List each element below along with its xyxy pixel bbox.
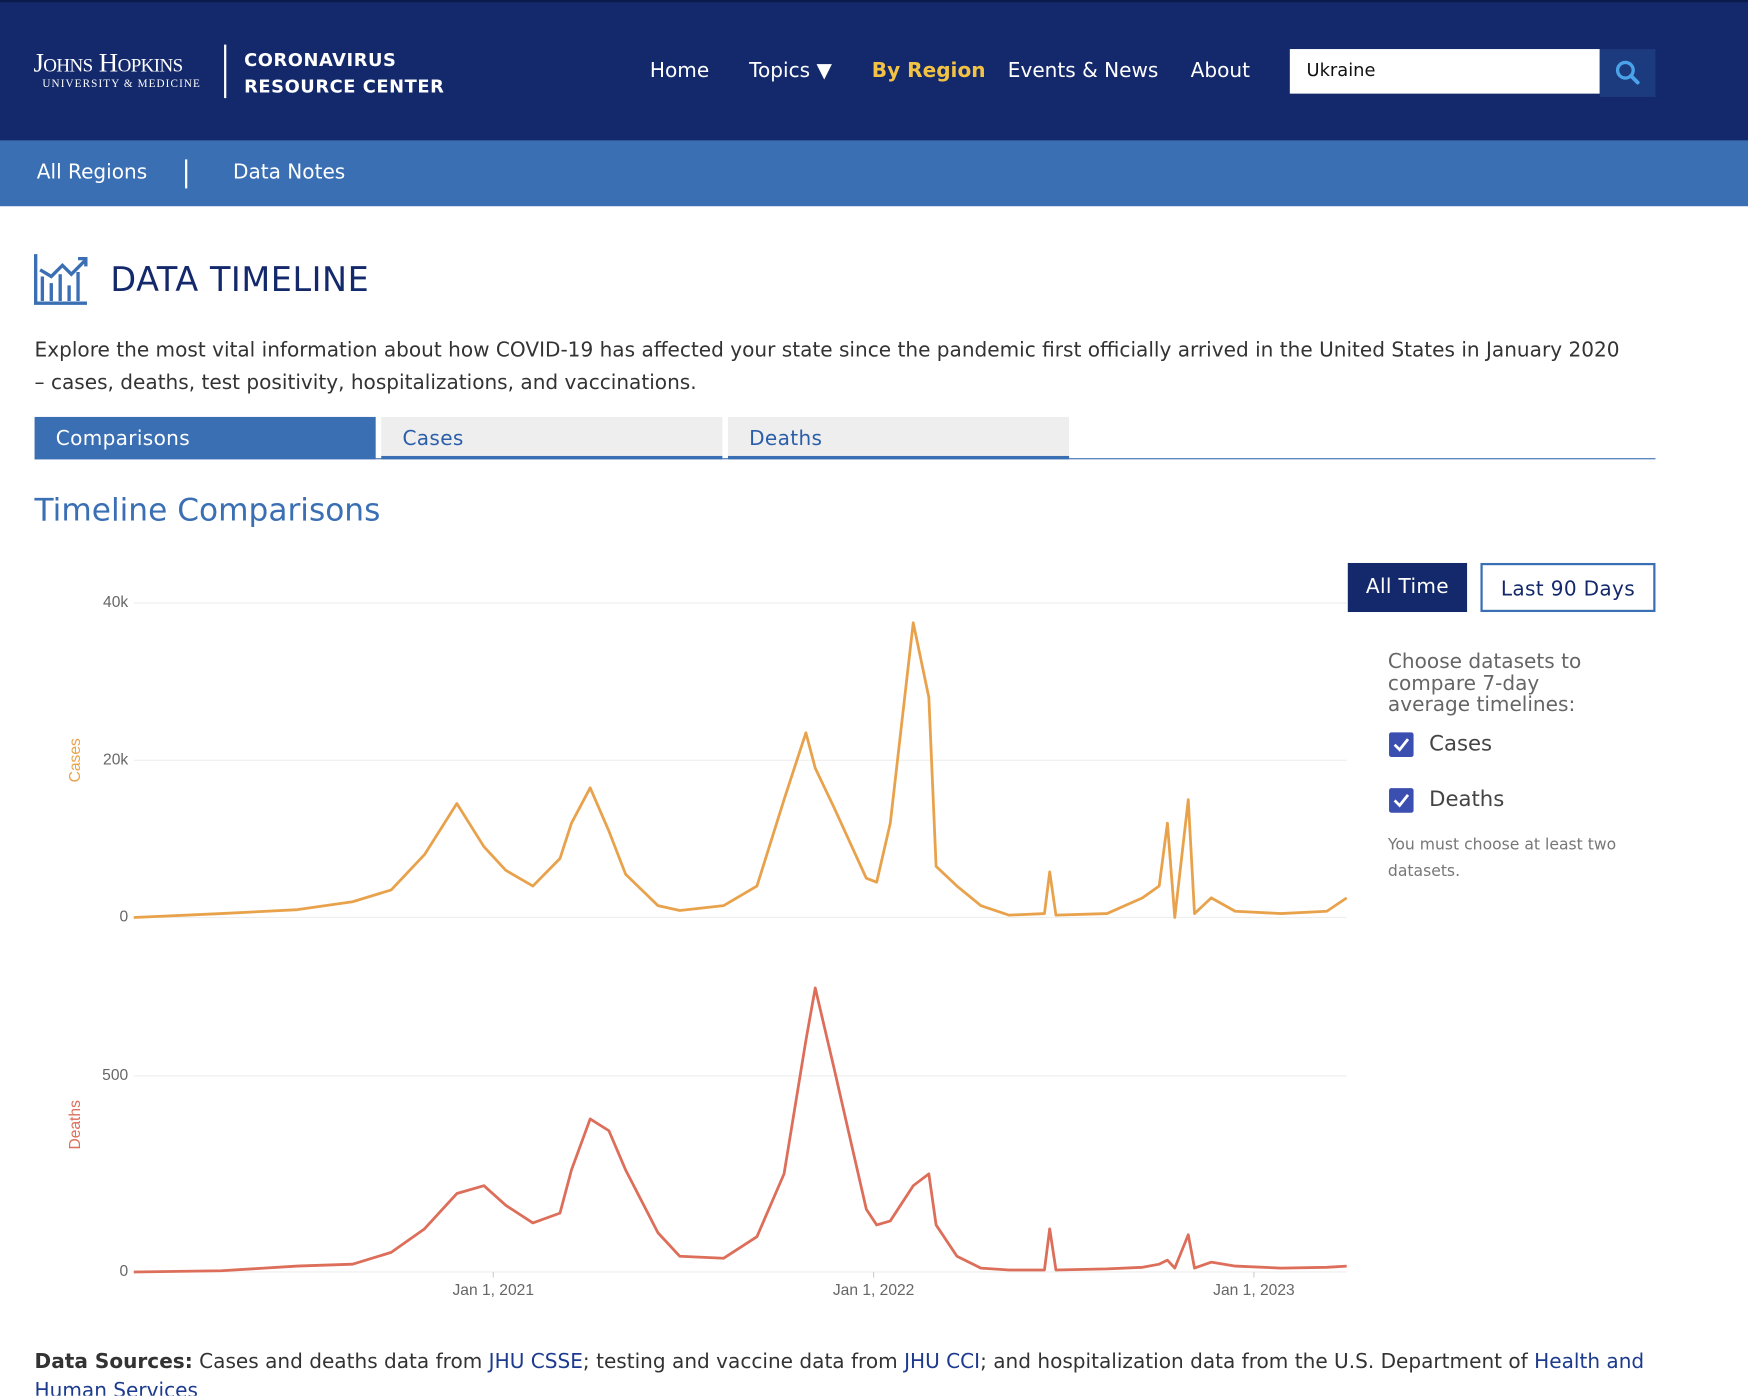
subnav [0,140,1748,207]
logo-subtext[interactable]: University & Medicine [42,78,201,91]
site-title[interactable]: RESOURCE CENTER [244,75,445,97]
nav-link[interactable]: Topics ▼ [749,59,832,83]
timeline-icon [34,254,88,305]
x-tick-label: Jan 1, 2021 [453,1282,535,1299]
subnav-link[interactable]: All Regions [36,160,148,184]
y-tick-label: 500 [102,1067,128,1084]
checkbox-label[interactable]: Deaths [1429,787,1505,812]
checkmark [1393,793,1410,808]
tab-active[interactable]: Comparisons [34,416,376,460]
tab-underline [34,458,1656,460]
checkmark [1393,738,1410,752]
range-button[interactable]: Last 90 Days [1480,562,1656,613]
site-title[interactable]: CORONAVIRUS [244,49,397,71]
x-tick-label: Jan 1, 2022 [833,1282,915,1299]
data-line [133,986,1347,1274]
sources-text: ; and hospitalization data from the U.S.… [980,1350,1535,1374]
tab[interactable]: Deaths [727,416,1070,460]
tab[interactable]: Cases [381,416,723,460]
sources-link[interactable]: JHU CSSE [488,1350,583,1374]
nav-link-active[interactable]: By Region [871,59,986,83]
page-title: DATA TIMELINE [110,260,370,300]
checkbox[interactable] [1389,732,1414,757]
y-tick-label: 0 [120,909,129,926]
logo-text[interactable]: Johns Hopkins [33,49,183,79]
sources-text: Cases and deaths data from [192,1350,489,1374]
y-tick-label: 40k [103,594,128,611]
sources-label: Data Sources: [34,1350,193,1374]
subnav-link[interactable]: Data Notes [232,160,346,184]
data-sources: Data Sources: Cases and deaths data from… [35,1348,1685,1396]
nav-link[interactable]: Events & News [1007,59,1159,83]
search-icon [1615,60,1635,80]
dataset-note: You must choose at least two datasets. [1387,836,1617,881]
nav-link[interactable]: Home [649,59,710,83]
y-tick-label: 0 [120,1263,129,1280]
x-tick-label: Jan 1, 2023 [1213,1282,1295,1299]
sources-link[interactable]: Health and Human Services [34,1350,1645,1396]
nav-link[interactable]: About [1190,59,1250,83]
sources-link[interactable]: JHU CCI [904,1350,981,1374]
search-button[interactable] [1599,49,1656,97]
logo-divider [224,44,227,99]
search-input[interactable]: Ukraine [1289,49,1600,94]
y-axis-title: Cases [67,738,84,782]
dataset-prompt: Choose datasets to compare 7-day average… [1387,649,1582,717]
section-title: Timeline Comparisons [34,491,381,529]
subnav-divider [185,159,188,189]
y-axis-title: Deaths [67,1100,84,1150]
range-button-active[interactable]: All Time [1347,562,1468,613]
data-line [133,621,1348,919]
checkbox[interactable] [1389,788,1414,813]
y-tick-label: 20k [103,751,128,768]
search-icon [1629,73,1640,85]
sources-text: ; testing and vaccine data from [582,1350,905,1374]
checkbox-label[interactable]: Cases [1429,731,1493,756]
intro-text: Explore the most vital information about… [34,338,1620,395]
